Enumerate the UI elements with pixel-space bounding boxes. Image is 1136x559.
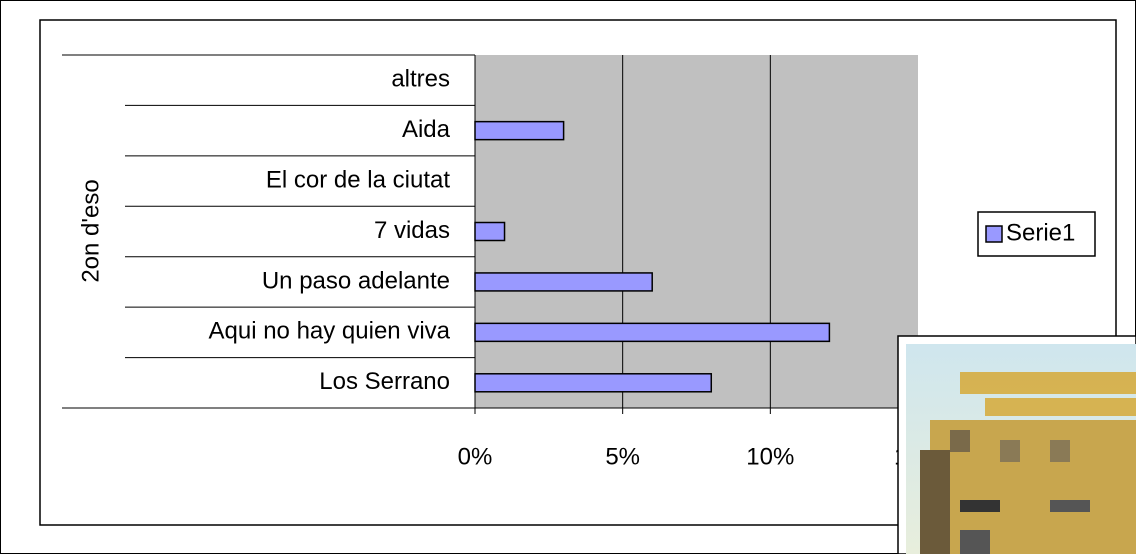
photo-window xyxy=(960,530,990,554)
legend: Serie1 xyxy=(977,211,1096,257)
x-tick-label: 5% xyxy=(605,443,640,470)
photo-window xyxy=(1050,440,1070,462)
photo-building-side xyxy=(920,450,950,554)
y-tick-label: 7 vidas xyxy=(374,217,450,244)
photo-subtitle xyxy=(985,398,1136,416)
x-tick-label: 10% xyxy=(746,443,794,470)
x-tick-label: 0% xyxy=(458,443,493,470)
y-tick-label: Aqui no hay quien viva xyxy=(209,318,451,345)
photo xyxy=(897,335,1136,555)
legend-label: Serie1 xyxy=(1006,219,1075,246)
y-tick-label: Un paso adelante xyxy=(262,267,450,294)
y-tick-label: El cor de la ciutat xyxy=(266,166,450,193)
photo-window xyxy=(950,430,970,452)
legend-swatch xyxy=(985,225,1003,243)
y-tick-label: Aida xyxy=(402,116,451,143)
y-axis-label: 2on d'eso xyxy=(77,179,104,282)
bar xyxy=(474,221,506,242)
bar xyxy=(474,373,713,393)
photo-balcony xyxy=(960,500,1000,512)
plot-background xyxy=(475,55,918,408)
bar xyxy=(474,272,653,292)
bar xyxy=(474,322,831,343)
photo-window xyxy=(1000,440,1020,462)
photo-title xyxy=(960,372,1136,394)
y-tick-label: Los Serrano xyxy=(319,368,450,395)
bar xyxy=(474,120,565,141)
photo-balcony xyxy=(1050,500,1090,512)
y-tick-label: altres xyxy=(391,66,450,93)
